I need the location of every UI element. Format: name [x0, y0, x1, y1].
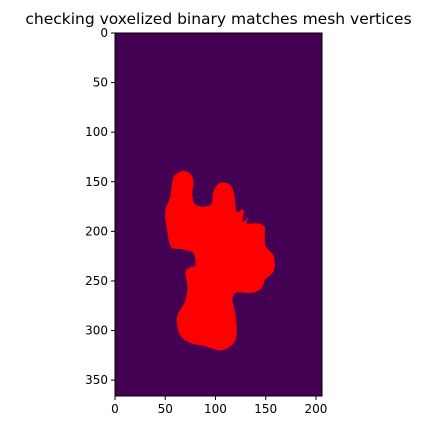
x-tick-label: 100: [204, 402, 227, 416]
x-tick-label: 200: [305, 402, 328, 416]
y-tick-label: 200: [85, 224, 108, 238]
y-axis-ticks: 0 50 100 150 200 250 300 350: [85, 26, 115, 387]
y-tick-label: 300: [85, 324, 108, 338]
y-tick-label: 250: [85, 274, 108, 288]
x-axis-ticks: 0 50 100 150 200: [111, 396, 327, 416]
x-tick-label: 150: [254, 402, 277, 416]
y-tick-label: 0: [100, 26, 108, 40]
axes-frame: [114, 32, 323, 397]
overlay-region: [165, 170, 275, 351]
y-tick-label: 50: [93, 76, 108, 90]
x-tick-label: 50: [158, 402, 173, 416]
y-tick-label: 150: [85, 175, 108, 189]
chart-title: checking voxelized binary matches mesh v…: [25, 10, 411, 28]
y-tick-label: 100: [85, 125, 108, 139]
x-tick-label: 0: [111, 402, 119, 416]
y-tick-label: 350: [85, 373, 108, 387]
